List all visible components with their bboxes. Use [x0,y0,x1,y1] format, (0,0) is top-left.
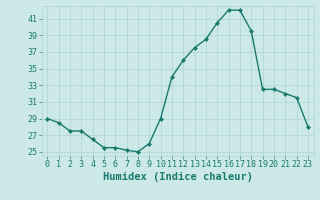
X-axis label: Humidex (Indice chaleur): Humidex (Indice chaleur) [103,172,252,182]
